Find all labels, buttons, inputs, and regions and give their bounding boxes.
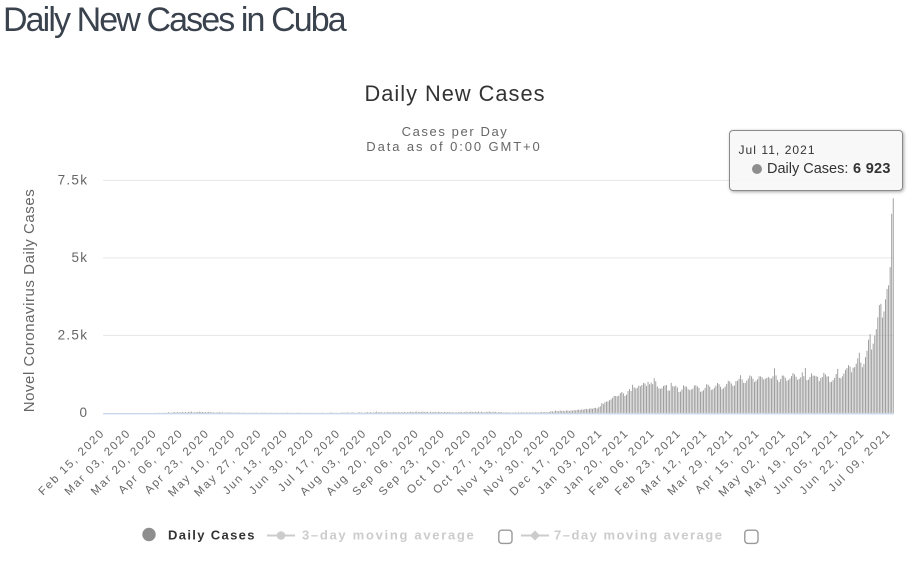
svg-text:7.5k: 7.5k (58, 173, 89, 188)
svg-text:0: 0 (79, 405, 88, 420)
svg-text:2.5k: 2.5k (58, 328, 89, 343)
svg-text:3–day moving average: 3–day moving average (302, 528, 475, 543)
svg-text:5k: 5k (71, 250, 88, 265)
svg-text:Novel Coronavirus Daily Cases: Novel Coronavirus Daily Cases (21, 189, 38, 413)
svg-text:Cases per Day: Cases per Day (402, 124, 509, 139)
svg-text:7–day moving average: 7–day moving average (554, 528, 723, 543)
svg-text:Daily New Cases: Daily New Cases (365, 81, 546, 106)
svg-text:Data as of 0:00 GMT+0: Data as of 0:00 GMT+0 (366, 139, 541, 154)
svg-text:Daily Cases: Daily Cases (168, 528, 256, 543)
